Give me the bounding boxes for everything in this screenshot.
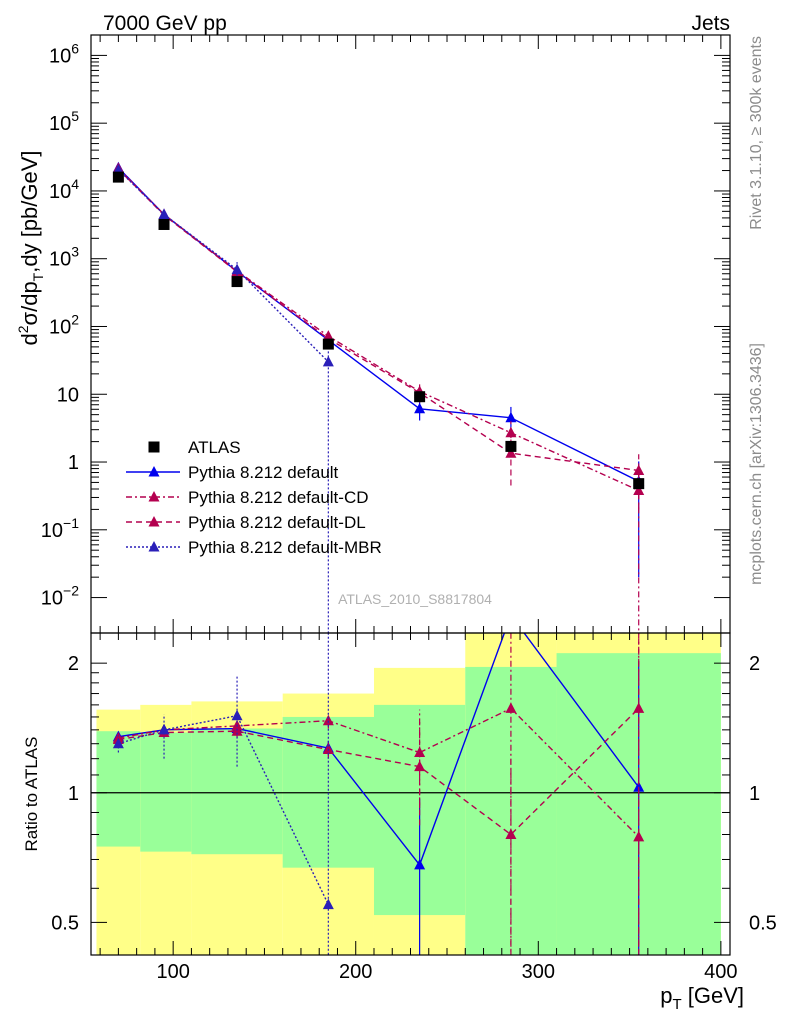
ratio-band-inner-1 (140, 732, 192, 852)
data-point-atlas-2 (231, 276, 243, 288)
ratio-line-mbr (118, 714, 329, 905)
main-marker-cd-5 (505, 426, 517, 438)
ratio-marker-cd-3 (322, 714, 334, 726)
legend-label-default: Pythia 8.212 default (188, 463, 339, 482)
mcplots-label: mcplots.cern.ch [arXiv:1306.3436] (748, 343, 765, 585)
y-tick-label-ratio-1: 1 (68, 783, 79, 805)
y-tick-label-main-100: 102 (49, 311, 79, 338)
main-marker-default-4 (414, 402, 426, 414)
legend-label-data: ATLAS (188, 438, 241, 457)
main-marker-dl-5 (505, 447, 517, 458)
legend: ATLAS Pythia 8.212 default Pythia 8.212 de… (126, 438, 382, 557)
main-marker-mbr-2 (231, 263, 243, 275)
data-point-atlas-5 (505, 440, 517, 452)
data-point-atlas-4 (414, 391, 426, 403)
legend-marker-data (148, 441, 160, 453)
y-tick-label-main-1: 1 (68, 452, 79, 474)
header-right: Jets (691, 12, 730, 35)
y-tick-label-ratio-2: 2 (68, 653, 79, 675)
x-axis-label: pT [GeV] (660, 983, 744, 1013)
data-point-atlas-1 (158, 218, 170, 230)
y-tick-label-main-1000: 103 (49, 244, 79, 271)
ratio-marker-cd-5 (505, 702, 517, 713)
x-tick-label-400: 400 (704, 961, 737, 983)
ratio-marker-dl-4 (414, 760, 426, 772)
y-tick-label-main-10000: 104 (49, 176, 79, 203)
ratio-band-inner-2 (191, 728, 283, 855)
y-tick-label-ratio-right-0.5: 0.5 (749, 912, 777, 934)
y-axis-label-main: d2σ/dpT,dy [pb/GeV] (15, 150, 46, 345)
y-tick-label-main-1000000: 106 (49, 40, 79, 67)
legend-label-mbr: Pythia 8.212 default-MBR (188, 538, 382, 557)
ratio-band-inner-0 (96, 731, 141, 847)
ratio-marker-default-6 (633, 781, 645, 792)
y-tick-label-main-10: 10 (57, 384, 79, 406)
header-left: 7000 GeV pp (103, 12, 227, 35)
ratio-marker-dl-5 (505, 828, 517, 840)
legend-marker-default (148, 466, 160, 477)
legend-marker-cd (148, 491, 160, 502)
y-tick-label-ratio-0.5: 0.5 (51, 912, 79, 934)
ratio-marker-dl-6 (633, 702, 645, 713)
ratio-marker-mbr-3 (322, 898, 334, 910)
axes-layer: 100 200 300 400 10−2 10−1 1 10 102 103 104 105 106 0.… (41, 34, 777, 983)
y-tick-label-ratio-right-2: 2 (749, 653, 760, 675)
main-line-dl (117, 168, 639, 472)
main-marker-default-5 (505, 411, 517, 423)
y-tick-label-main-0.1: 10−1 (41, 515, 79, 542)
main-marker-mbr-1 (158, 208, 170, 219)
y-axis-label-ratio: Ratio to ATLAS (22, 737, 41, 852)
ratio-uncertainty-bands (96, 633, 721, 955)
main-line-mbr (117, 169, 329, 363)
main-line-default (117, 167, 640, 482)
data-point-atlas-0 (112, 171, 124, 183)
x-tick-label-100: 100 (156, 961, 189, 983)
data-point-atlas-6 (633, 478, 645, 490)
legend-marker-dl (148, 516, 160, 527)
data-point-atlas-3 (322, 338, 334, 350)
main-panel-frame (90, 34, 731, 634)
rivet-label: Rivet 3.1.10, ≥ 300k events (748, 36, 765, 230)
x-tick-label-300: 300 (522, 961, 555, 983)
main-marker-dl-6 (633, 464, 645, 475)
ratio-marker-mbr-0 (112, 737, 124, 749)
main-marker-cd-6 (633, 484, 645, 496)
y-tick-label-main-0.01: 10−2 (41, 583, 79, 610)
ratio-marker-mbr-1 (158, 723, 170, 735)
ratio-marker-default-4 (414, 858, 426, 870)
legend-label-cd: Pythia 8.212 default-CD (188, 488, 369, 507)
ratio-marker-mbr-2 (231, 709, 243, 721)
legend-label-dl: Pythia 8.212 default-DL (188, 513, 366, 532)
main-marker-mbr-3 (322, 355, 334, 367)
y-tick-label-main-100000: 105 (49, 108, 79, 135)
main-series-layer (112, 161, 645, 633)
y-tick-label-ratio-right-1: 1 (749, 783, 760, 805)
ratio-series-layer (112, 633, 645, 955)
analysis-watermark: ATLAS_2010_S8817804 (338, 591, 492, 607)
legend-marker-mbr (148, 541, 160, 552)
x-tick-label-200: 200 (339, 961, 372, 983)
ratio-marker-cd-6 (633, 830, 645, 842)
